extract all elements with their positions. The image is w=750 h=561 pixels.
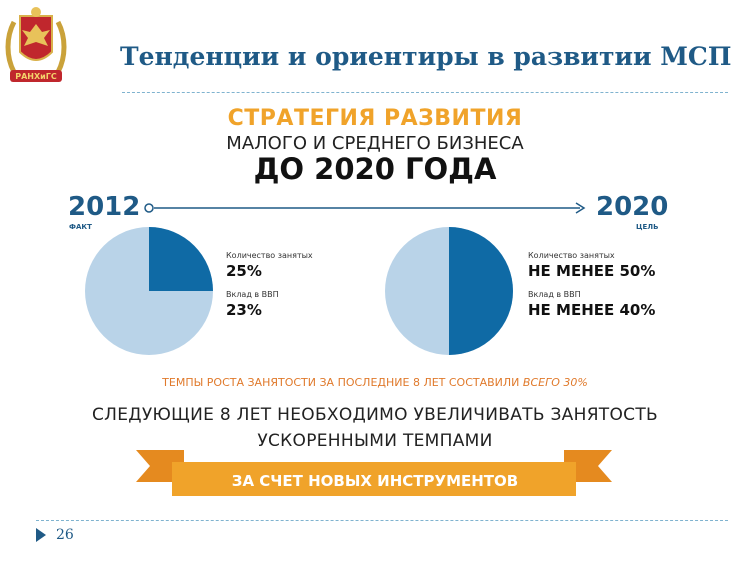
banner-label: ЗА СЧЕТ НОВЫХ ИНСТРУМЕНТОВ bbox=[231, 472, 519, 490]
growth-note-emphasis: ВСЕГО 30% bbox=[522, 376, 588, 389]
pie-2020-slice-employment bbox=[449, 227, 513, 355]
year-end-tag: ЦЕЛЬ bbox=[636, 223, 659, 231]
logo-ribbon bbox=[10, 70, 62, 82]
left-gdp-label: Вклад в ВВП bbox=[226, 290, 279, 299]
growth-note: ТЕМПЫ РОСТА ЗАНЯТОСТИ ЗА ПОСЛЕДНИЕ 8 ЛЕТ… bbox=[0, 376, 750, 389]
right-employment-value: НЕ МЕНЕЕ 50% bbox=[528, 262, 656, 280]
title-divider bbox=[122, 92, 728, 93]
right-gdp-value: НЕ МЕНЕЕ 40% bbox=[528, 301, 656, 319]
pie-2012-slice-employment bbox=[149, 227, 213, 291]
year-start-tag: ФАКТ bbox=[69, 223, 92, 231]
right-gdp-label: Вклад в ВВП bbox=[528, 290, 581, 299]
orange-banner bbox=[136, 450, 612, 496]
growth-note-text: ТЕМПЫ РОСТА ЗАНЯТОСТИ ЗА ПОСЛЕДНИЕ 8 ЛЕТ… bbox=[162, 376, 520, 389]
pie-2012 bbox=[85, 227, 213, 355]
banner-body bbox=[172, 462, 576, 496]
timeline-arrow bbox=[144, 202, 586, 214]
logo-laurel-left bbox=[5, 20, 17, 74]
timeline-start-dot bbox=[144, 203, 154, 213]
call-line-2: УСКОРЕННЫМИ ТЕМПАМИ bbox=[257, 431, 493, 451]
logo-laurel-right bbox=[55, 20, 67, 74]
strategy-deadline: ДО 2020 ГОДА bbox=[253, 152, 497, 186]
logo-text: РАНХиГС bbox=[15, 72, 57, 81]
left-employment-label: Количество занятых bbox=[226, 251, 313, 260]
ranepa-logo: РАНХиГС bbox=[5, 7, 67, 82]
pie-2020 bbox=[385, 227, 513, 355]
footer-divider bbox=[36, 520, 728, 521]
arrow-head-icon bbox=[575, 202, 586, 214]
page-number: 26 bbox=[56, 527, 74, 543]
logo-crown bbox=[31, 7, 41, 17]
year-end: 2020 bbox=[596, 192, 669, 222]
play-arrow-icon bbox=[36, 528, 46, 542]
call-line-1: СЛЕДУЮЩИЕ 8 ЛЕТ НЕОБХОДИМО УВЕЛИЧИВАТЬ З… bbox=[91, 405, 658, 425]
left-employment-value: 25% bbox=[226, 262, 262, 280]
strategy-subheading: МАЛОГО И СРЕДНЕГО БИЗНЕСА bbox=[226, 133, 524, 154]
year-start: 2012 bbox=[68, 192, 141, 222]
page-title: Тенденции и ориентиры в развитии МСП bbox=[120, 42, 732, 71]
strategy-heading: СТРАТЕГИЯ РАЗВИТИЯ bbox=[227, 106, 523, 131]
logo-eagle-icon bbox=[22, 24, 50, 46]
left-gdp-value: 23% bbox=[226, 301, 262, 319]
right-employment-label: Количество занятых bbox=[528, 251, 615, 260]
